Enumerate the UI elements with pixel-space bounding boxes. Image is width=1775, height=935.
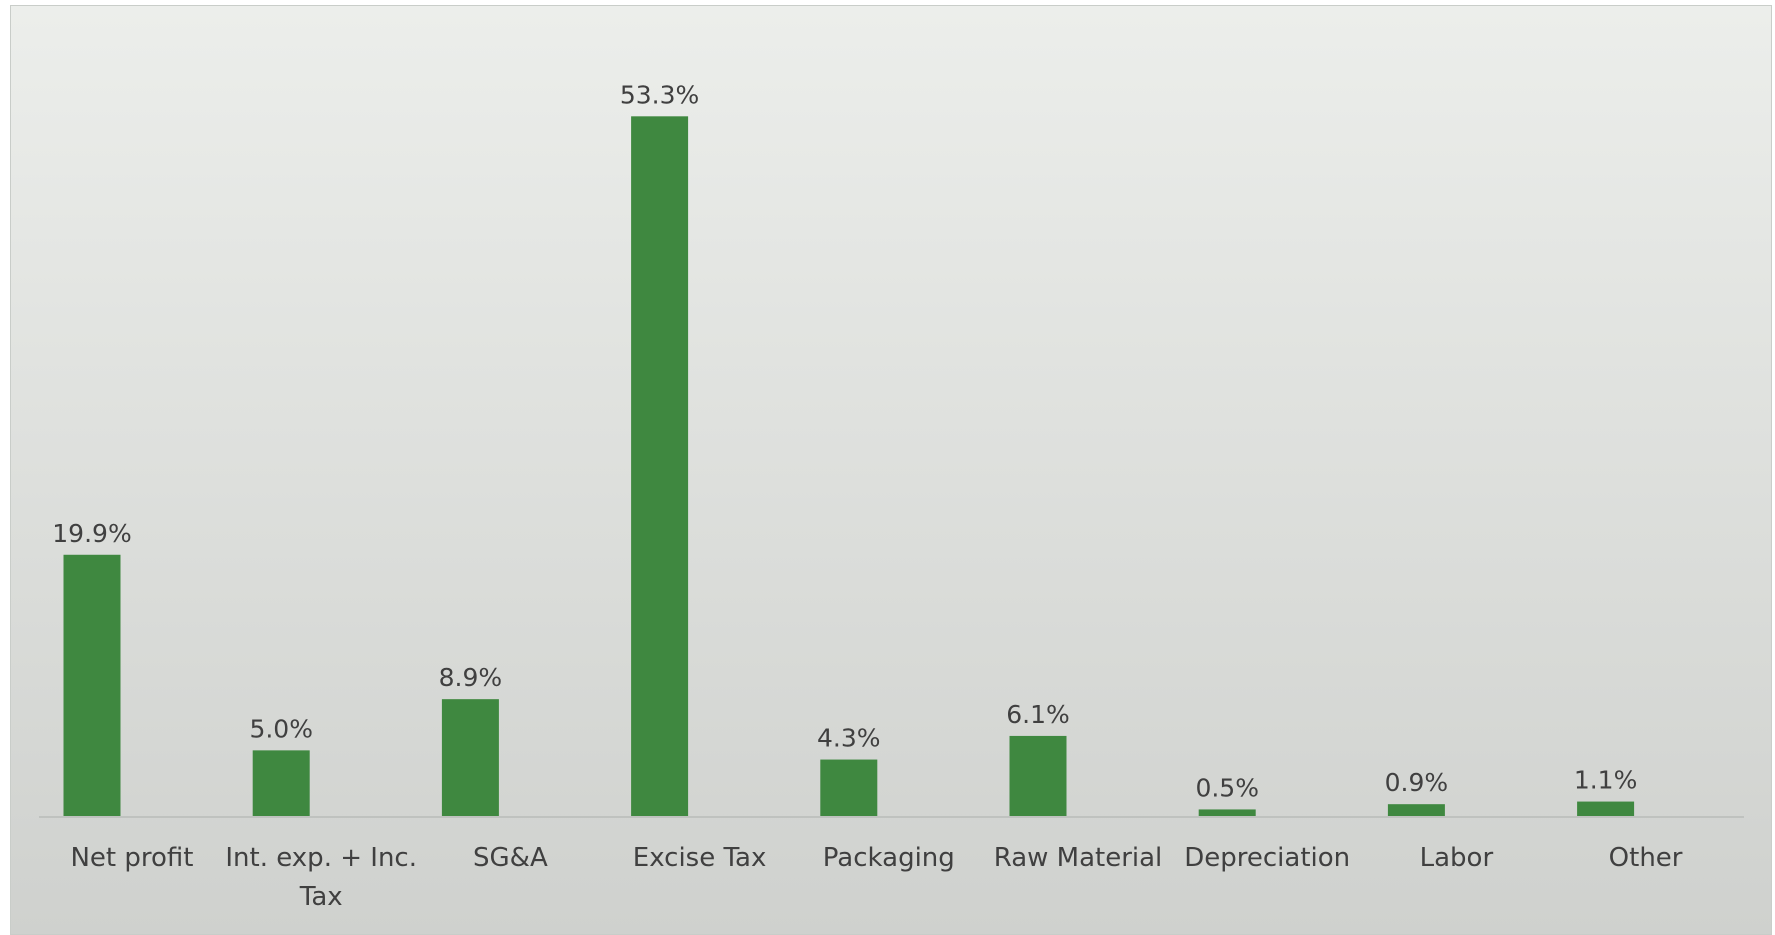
chart-frame: 19.9% 5.0% 8.9% 53.3% 4.3% 6.1% 0.5% 0.9% 1.1% N…: [10, 5, 1772, 935]
category-label-4: Packaging: [823, 843, 955, 873]
category-label-line: SG&A: [473, 843, 548, 873]
category-label-line: Tax: [299, 882, 343, 912]
category-label-line: Labor: [1420, 843, 1494, 873]
data-label-1: 5.0%: [249, 714, 313, 743]
bar-2: [441, 699, 499, 816]
data-label-5: 6.1%: [1006, 700, 1070, 729]
bar-8: [1577, 801, 1635, 816]
bars-layer: [63, 116, 1635, 817]
bar-0: [63, 554, 121, 816]
bar-7: [1387, 804, 1445, 816]
category-label-5: Raw Material: [994, 843, 1163, 873]
bar-5: [1009, 735, 1067, 816]
data-label-8: 1.1%: [1574, 766, 1638, 795]
data-label-4: 4.3%: [817, 724, 881, 753]
category-label-8: Other: [1609, 843, 1683, 873]
category-label-1: Int. exp. + Inc. Tax: [225, 843, 417, 912]
category-label-3: Excise Tax: [633, 843, 767, 873]
data-label-3: 53.3%: [620, 80, 699, 109]
category-label-0: Net profit: [70, 843, 193, 873]
category-label-line: Net profit: [70, 843, 193, 873]
category-label-line: Excise Tax: [633, 843, 767, 873]
category-label-line: Raw Material: [994, 843, 1163, 873]
category-label-6: Depreciation: [1184, 843, 1350, 873]
category-label-line: Other: [1609, 843, 1683, 873]
category-labels-layer: Net profit Int. exp. + Inc. Tax SG&A Excise …: [70, 843, 1682, 912]
bar-1: [252, 750, 310, 816]
bar-6: [1198, 809, 1256, 816]
category-label-2: SG&A: [473, 843, 548, 873]
data-label-7: 0.9%: [1385, 768, 1449, 797]
data-label-6: 0.5%: [1195, 773, 1259, 802]
category-label-line: Int. exp. + Inc.: [225, 843, 417, 873]
data-label-2: 8.9%: [439, 663, 503, 692]
category-label-line: Depreciation: [1184, 843, 1350, 873]
bar-chart: 19.9% 5.0% 8.9% 53.3% 4.3% 6.1% 0.5% 0.9% 1.1% N…: [39, 80, 1744, 912]
data-labels-layer: 19.9% 5.0% 8.9% 53.3% 4.3% 6.1% 0.5% 0.9% 1.1%: [52, 80, 1637, 802]
bar-4: [820, 759, 878, 816]
category-label-7: Labor: [1420, 843, 1494, 873]
category-label-line: Packaging: [823, 843, 955, 873]
bar-3: [631, 116, 689, 817]
data-label-0: 19.9%: [52, 519, 131, 548]
